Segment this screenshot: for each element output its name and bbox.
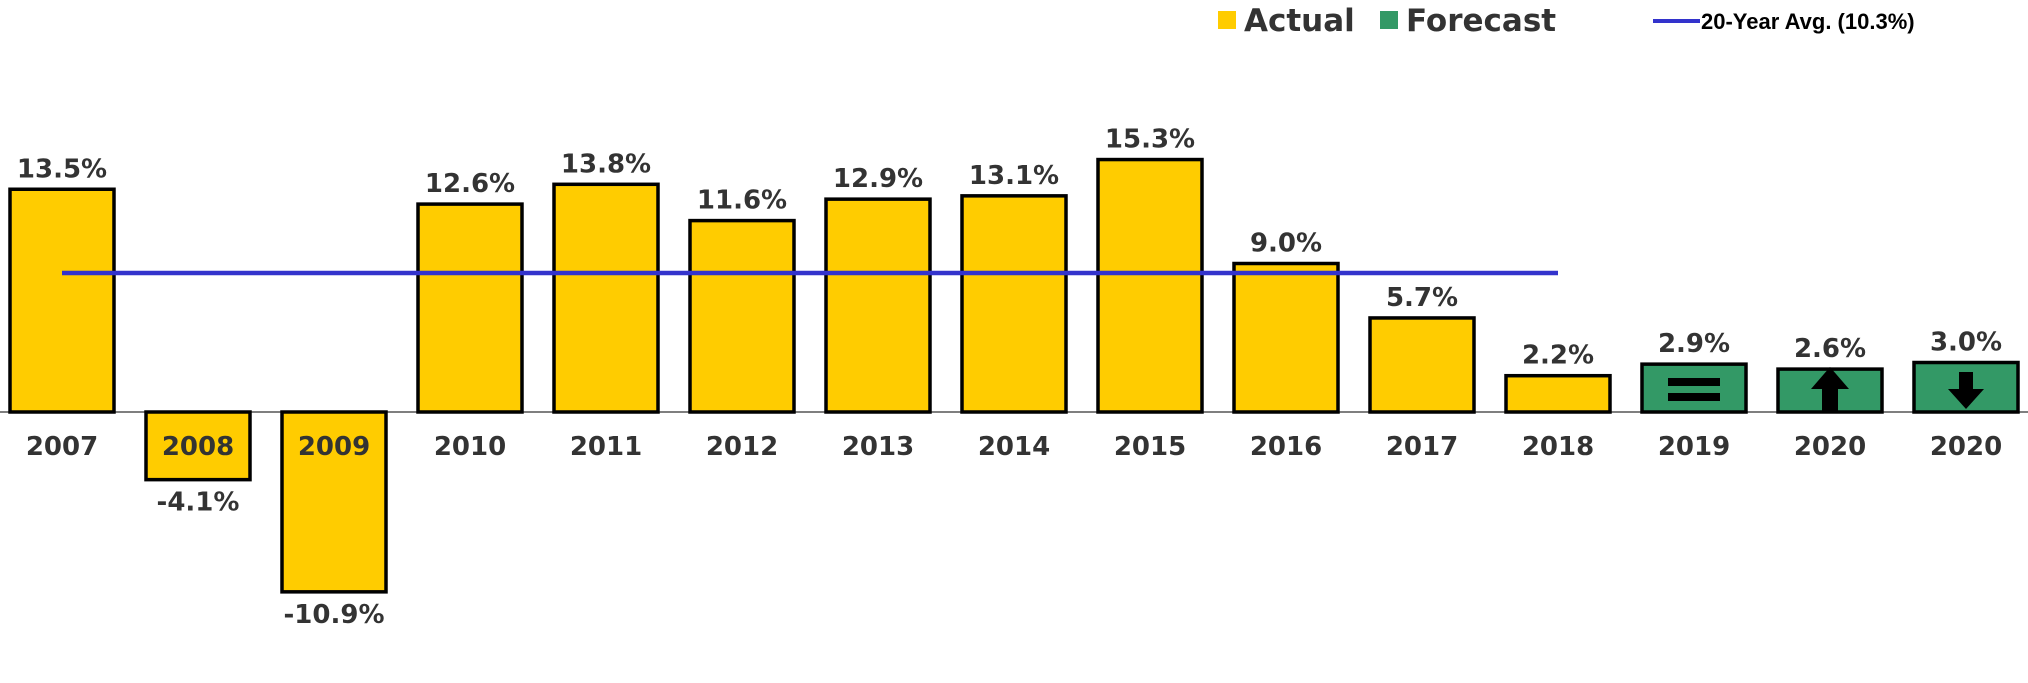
equals-icon-top-bar <box>1668 378 1720 386</box>
value-label-2020: 3.0% <box>1930 328 2002 358</box>
legend-actual-swatch <box>1218 11 1236 29</box>
value-label-2008: -4.1% <box>157 488 240 518</box>
legend: Actual Forecast 20-Year Avg. (10.3%) <box>1218 3 1915 39</box>
bar-forecast-2019 <box>1640 362 1748 414</box>
bar-actual-2011 <box>552 182 660 414</box>
legend-forecast-label: Forecast <box>1406 3 1556 39</box>
bar-actual-2010 <box>416 202 524 414</box>
value-label-2018: 2.2% <box>1522 341 1594 371</box>
x-tick-label-2016: 2016 <box>1250 432 1322 462</box>
equals-icon-bottom-bar <box>1668 393 1720 401</box>
bar-actual-2015 <box>1096 157 1204 414</box>
value-label-2007: 13.5% <box>17 154 107 184</box>
x-tick-label-2014: 2014 <box>978 432 1050 462</box>
bar-actual-2009 <box>280 410 388 594</box>
value-label-2014: 13.1% <box>969 161 1059 191</box>
value-label-2009: -10.9% <box>284 600 385 630</box>
bar-actual-2007 <box>8 187 116 414</box>
x-tick-label-2020: 2020 <box>1794 432 1866 462</box>
bars-layer <box>0 157 2028 594</box>
x-tick-label-2012: 2012 <box>706 432 778 462</box>
x-tick-label-2013: 2013 <box>842 432 914 462</box>
legend-avg-label: 20-Year Avg. (10.3%) <box>1701 9 1915 34</box>
labels-layer: 13.5% 2007 -4.1% 2008 -10.9% 2009 12.6% 2010 13.… <box>17 125 2002 630</box>
x-tick-label-2007: 2007 <box>26 432 98 462</box>
x-tick-label-2008: 2008 <box>162 432 234 462</box>
x-tick-label-2020: 2020 <box>1930 432 2002 462</box>
bar-actual-2014 <box>960 194 1068 414</box>
bar-actual-2008 <box>144 410 252 482</box>
bar-actual-2016 <box>1232 261 1340 414</box>
x-tick-label-2017: 2017 <box>1386 432 1458 462</box>
x-tick-label-2010: 2010 <box>434 432 506 462</box>
legend-forecast-swatch <box>1380 11 1398 29</box>
value-label-2012: 11.6% <box>697 186 787 216</box>
equals-icon <box>1668 378 1720 401</box>
bar-actual-2013 <box>824 197 932 414</box>
arrow-up-icon <box>1811 367 1849 412</box>
bar-actual-2018 <box>1504 373 1612 414</box>
value-label-2013: 12.9% <box>833 164 923 194</box>
x-tick-label-2019: 2019 <box>1658 432 1730 462</box>
value-label-2019: 2.9% <box>1658 329 1730 359</box>
bar-actual-2017 <box>1368 316 1476 414</box>
value-label-2017: 5.7% <box>1386 283 1458 313</box>
value-label-2016: 9.0% <box>1250 229 1322 259</box>
x-tick-label-2015: 2015 <box>1114 432 1186 462</box>
arrow-down-icon <box>1948 372 1984 409</box>
value-label-2010: 12.6% <box>425 169 515 199</box>
value-label-2020: 2.6% <box>1794 334 1866 364</box>
x-tick-label-2018: 2018 <box>1522 432 1594 462</box>
value-label-2011: 13.8% <box>561 149 651 179</box>
bar-actual-2012 <box>688 218 796 414</box>
x-tick-label-2009: 2009 <box>298 432 370 462</box>
value-label-2015: 15.3% <box>1105 125 1195 155</box>
x-tick-label-2011: 2011 <box>570 432 642 462</box>
legend-actual-label: Actual <box>1244 3 1355 39</box>
